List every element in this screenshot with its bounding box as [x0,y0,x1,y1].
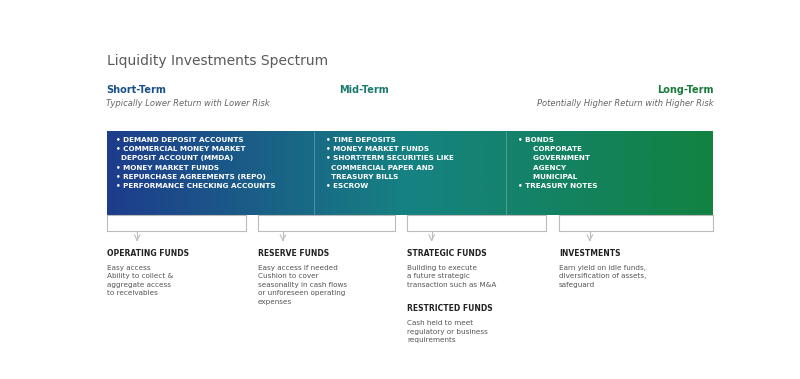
Text: Cash held to meet
regulatory or business
requirements: Cash held to meet regulatory or business… [407,320,488,343]
Text: Easy access
Ability to collect &
aggregate access
to receivables: Easy access Ability to collect & aggrega… [107,265,174,296]
Text: Long-Term: Long-Term [658,85,714,95]
Text: Short-Term: Short-Term [106,85,166,95]
Text: Liquidity Investments Spectrum: Liquidity Investments Spectrum [107,54,329,68]
Text: RESTRICTED FUNDS: RESTRICTED FUNDS [407,304,493,313]
Text: • TIME DEPOSITS
• MONEY MARKET FUNDS
• SHORT-TERM SECURITIES LIKE
  COMMERCIAL P: • TIME DEPOSITS • MONEY MARKET FUNDS • S… [326,137,454,189]
Text: • BONDS
      CORPORATE
      GOVERNMENT
      AGENCY
      MUNICIPAL
• TREASURY: • BONDS CORPORATE GOVERNMENT AGENCY MUNI… [518,137,598,189]
Text: Earn yield on idle funds,
diversification of assets,
safeguard: Earn yield on idle funds, diversificatio… [558,265,646,288]
Text: • DEMAND DEPOSIT ACCOUNTS
• COMMERCIAL MONEY MARKET
  DEPOSIT ACCOUNT (MMDA)
• M: • DEMAND DEPOSIT ACCOUNTS • COMMERCIAL M… [115,137,275,189]
Text: Mid-Term: Mid-Term [338,85,388,95]
Text: STRATEGIC FUNDS: STRATEGIC FUNDS [407,249,486,258]
Text: INVESTMENTS: INVESTMENTS [558,249,620,258]
Text: OPERATING FUNDS: OPERATING FUNDS [107,249,190,258]
Text: Potentially Higher Return with Higher Risk: Potentially Higher Return with Higher Ri… [537,99,714,108]
Text: Building to execute
a future strategic
transaction such as M&A: Building to execute a future strategic t… [407,265,496,288]
Text: RESERVE FUNDS: RESERVE FUNDS [258,249,330,258]
Text: Typically Lower Return with Lower Risk: Typically Lower Return with Lower Risk [106,99,270,108]
Text: Easy access if needed
Cushion to cover
seasonality in cash flows
or unforeseen o: Easy access if needed Cushion to cover s… [258,265,347,305]
